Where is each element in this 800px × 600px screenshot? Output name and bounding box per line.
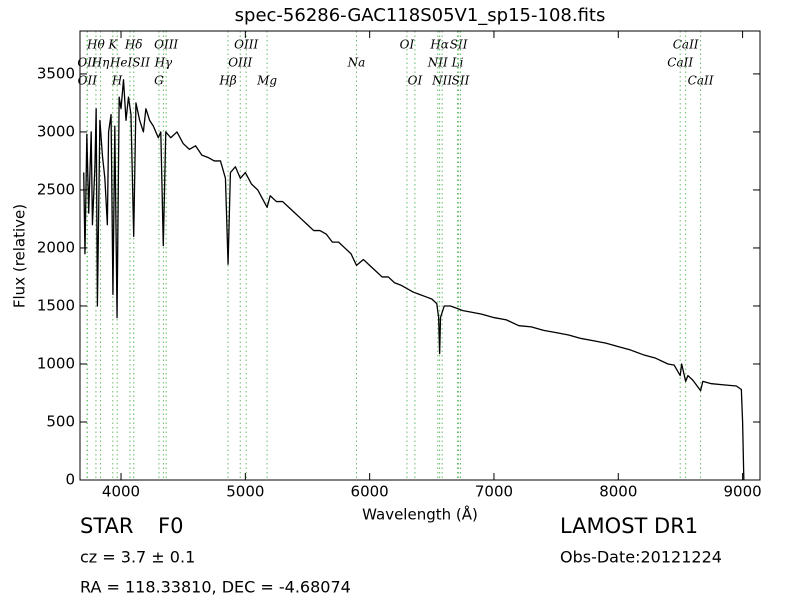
line-label: OIII [234, 38, 258, 52]
line-label: OII [78, 74, 98, 88]
line-label: CaII [688, 74, 714, 88]
chart-title: spec-56286-GAC118S05V1_sp15-108.fits [235, 5, 606, 26]
line-label: SII [450, 38, 468, 52]
line-label: Hθ [86, 38, 105, 52]
object-class: STAR [80, 514, 133, 538]
y-tick-label: 3000 [37, 122, 75, 140]
line-label: Mg [256, 74, 277, 88]
plot-frame [79, 30, 761, 481]
line-label: OIII [154, 38, 178, 52]
survey: LAMOST DR1 [560, 514, 698, 538]
y-tick-label: 3500 [37, 64, 75, 82]
line-label: NII [427, 56, 448, 70]
line-label: Hδ [124, 38, 143, 52]
x-tick-label: 4000 [102, 483, 140, 501]
y-axis-label: Flux (relative) [11, 204, 29, 308]
line-label: Hη [91, 56, 110, 70]
y-tick-label: 500 [46, 412, 75, 430]
y-tick-label: 2000 [37, 238, 75, 256]
line-label: K [107, 38, 118, 52]
y-tick-label: 1000 [37, 354, 75, 372]
x-tick-label: 7000 [475, 483, 513, 501]
x-axis-label: Wavelength (Å) [362, 505, 478, 524]
x-tick-label: 5000 [226, 483, 264, 501]
line-label: H [111, 74, 123, 88]
line-label: OIII [228, 56, 252, 70]
line-label: Hβ [218, 74, 236, 88]
x-tick-label: 6000 [351, 483, 389, 501]
redshift: cz = 3.7 ± 0.1 [80, 548, 195, 567]
line-label: SII [452, 74, 470, 88]
x-tick-label: 9000 [724, 483, 762, 501]
coordinates: RA = 118.33810, DEC = -4.68074 [80, 578, 351, 597]
spectrum-line [83, 79, 745, 481]
obs-date: Obs-Date:20121224 [560, 548, 722, 567]
line-label: CaII [667, 56, 693, 70]
subclass: F0 [158, 514, 183, 538]
line-label: CaII [673, 38, 699, 52]
line-label: G [154, 74, 164, 88]
line-label: OI [408, 74, 423, 88]
line-label: OI [400, 38, 415, 52]
line-label: Li [451, 56, 464, 70]
x-tick-label: 8000 [599, 483, 637, 501]
y-tick-label: 1500 [37, 296, 75, 314]
y-tick-label: 0 [65, 471, 75, 489]
line-label: Hα [429, 38, 449, 52]
y-tick-label: 2500 [37, 180, 75, 198]
line-label: Hγ [154, 56, 173, 70]
line-label: HeISII [109, 56, 150, 70]
line-label: Na [347, 56, 366, 70]
line-label: NII [431, 74, 452, 88]
